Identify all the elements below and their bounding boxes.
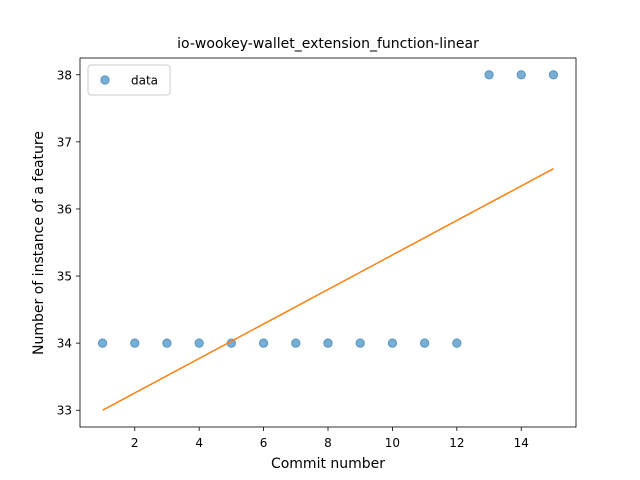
x-axis-label: Commit number [271, 456, 385, 472]
data-point [548, 70, 559, 80]
y-tick-label: 36 [57, 202, 72, 216]
data-point [355, 338, 365, 348]
data-point [484, 70, 494, 80]
legend-marker [100, 75, 110, 85]
x-tick-label: 8 [324, 436, 332, 450]
data-point [452, 338, 462, 348]
plot-area: 2 4 6 8 10 12 14 33 34 35 36 37 38 [57, 57, 577, 450]
legend-label: data [131, 74, 158, 88]
x-tick-label: 4 [195, 436, 203, 450]
data-point [419, 338, 430, 348]
data-point [194, 338, 204, 348]
data-point [97, 338, 108, 348]
chart-title: io-wookey-wallet_extension_function-line… [177, 36, 479, 52]
y-tick-label: 35 [57, 270, 72, 284]
data-point [130, 338, 140, 348]
data-point [387, 338, 398, 348]
legend-box [87, 64, 171, 96]
y-tick-label: 37 [57, 135, 72, 149]
x-tick-label: 14 [514, 436, 529, 450]
data-point [516, 70, 526, 80]
y-axis-label: Number of instance of a feature [31, 131, 47, 355]
data-point [323, 338, 333, 348]
fit-line [102, 168, 554, 411]
data-point [291, 338, 301, 348]
x-tick-label: 12 [449, 436, 464, 450]
data-point [162, 338, 172, 348]
y-tick-label: 33 [57, 404, 72, 418]
x-tick-label: 6 [260, 436, 268, 450]
data-point [258, 338, 269, 348]
y-tick-label: 34 [57, 337, 72, 351]
x-tick-label: 2 [131, 436, 139, 450]
x-tick-label: 10 [385, 436, 400, 450]
y-tick-label: 38 [57, 68, 72, 82]
legend: data [87, 64, 171, 96]
